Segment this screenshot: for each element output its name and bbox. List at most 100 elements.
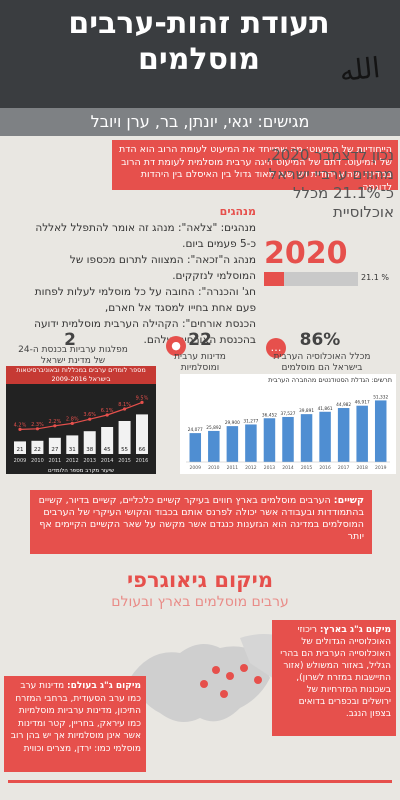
kpi-muslims-value: 86%	[299, 330, 341, 350]
rate-category-label: 2012	[66, 458, 79, 464]
rate-point	[122, 407, 127, 411]
growth-bar-value: 36,452	[262, 412, 277, 418]
difficulties-text: הערבים מוסלמים בארץ חווים בעיקר קשיים כל…	[38, 495, 364, 542]
rate-chart-footer: שיעור מקרב מספר הלומדים	[48, 467, 114, 474]
growth-category-label: 2019	[375, 465, 387, 471]
bottom-divider	[8, 780, 392, 783]
rate-bar-value: 22	[34, 447, 41, 453]
growth-bar	[263, 418, 276, 462]
kpi-parties-value: 2	[64, 330, 76, 350]
kpi-parties-label: מפלגות ערביות בכנסת ה-24 של מדינת ישראל	[18, 345, 128, 366]
students-rate-chart: מספר לומדים ערבים במכללות ובאוניברסיטאות…	[6, 366, 156, 474]
presenters-bar: מגישים: יגאי, יונתן, בר, ערן ויובל	[0, 108, 400, 136]
growth-bar-value: 25,892	[206, 425, 221, 431]
rate-percent-label: 2.8%	[66, 416, 79, 422]
customs-line: מנהגים: "צלאה": מנהג זה אומר להתפלל לאלל…	[35, 222, 256, 234]
rate-category-label: 2014	[101, 458, 114, 464]
uniqueness-box: הייחודיות של המיעוט: מה שמייחד את המיעוט…	[112, 140, 398, 193]
rate-bar	[48, 437, 61, 454]
geo-subtitle: ערבים מוסלמים בארץ ובעולם	[111, 594, 289, 610]
customs-line: חג' והכנרה": החובה על כל מוסלמי לעלות לפ…	[34, 286, 256, 298]
rate-bar	[66, 435, 79, 454]
difficulties-box: קשיים: הערבים מוסלמים בארץ חווים בעיקר ק…	[30, 490, 372, 554]
rate-point	[88, 417, 92, 421]
growth-category-label: 2012	[245, 465, 257, 471]
kpi-countries-label: מדינות ערבית ומוסלמיות	[174, 352, 226, 373]
growth-category-label: 2009	[190, 465, 202, 471]
customs-line: פעם אחת בחייו למסגד אל חארם,	[104, 302, 256, 314]
rate-bar-value: 66	[139, 447, 146, 453]
rate-bar-value: 31	[69, 447, 76, 453]
customs-section: מנהגים מנהגים: "צלאה": מנהג זה אומר להתפ…	[6, 204, 256, 348]
growth-bar-value: 41,861	[318, 406, 333, 412]
rate-point	[18, 427, 22, 431]
rate-point	[140, 400, 144, 404]
location-pin-icon: ●	[166, 336, 186, 356]
customs-line: מנהג ה"זכאה": המצווה לתרום מכספו של	[69, 254, 256, 266]
world-location-keyword: מיקום ג"ג בעולם:	[66, 681, 141, 691]
growth-category-label: 2018	[356, 465, 368, 471]
students-growth-chart: תרשים: הגדלת הסטודנטים מהחברה הערבית 24,…	[180, 374, 396, 474]
rate-line	[19, 401, 143, 430]
customs-line: כ-5 פעמים ביום.	[182, 238, 256, 250]
kpi-muslims-icon-wrap: …	[266, 338, 288, 358]
page-title: תעודת זהות-ערבים מוסלמים	[68, 6, 330, 77]
rate-bar-value: 21	[17, 447, 24, 453]
students-rate-chart-svg: 21 4.2% 2009 22 2.3% 2010 27 2.2% 2011 31 2.8% 2012…	[14, 395, 149, 474]
students-growth-chart-svg: 24,077 2009 25,892 2010 29,900 2011 31,277 2012…	[186, 394, 390, 471]
growth-category-label: 2011	[227, 465, 239, 471]
rate-percent-label: 2.3%	[31, 422, 44, 428]
rate-bar	[136, 414, 148, 454]
population-bar-label: 21.1 %	[361, 273, 389, 282]
rate-category-label: 2013	[83, 458, 96, 464]
rate-bar	[118, 421, 131, 454]
population-year: 2020	[264, 236, 348, 271]
growth-category-label: 2013	[264, 465, 276, 471]
rate-bar-value: 27	[51, 447, 58, 453]
growth-category-label: 2016	[319, 465, 331, 471]
growth-bar-value: 31,277	[243, 418, 258, 424]
rate-bar-value: 45	[104, 447, 111, 453]
growth-category-label: 2014	[282, 465, 294, 471]
allah-calligraphy-logo: الله	[337, 50, 382, 89]
customs-line: הכנסת אורחים": הקהילה הערבית מוסלמית ידו…	[34, 318, 256, 330]
growth-bar	[356, 405, 368, 462]
kpi-countries-value: 22	[188, 330, 212, 350]
growth-bar	[337, 408, 350, 462]
rate-percent-label: 8.1%	[118, 402, 131, 408]
rate-point	[35, 427, 40, 431]
kpi-muslims-label: מכלל האוכלוסיה הערבית בישראל הם מוסלמים	[273, 352, 371, 373]
growth-bar	[226, 426, 239, 462]
world-location-text: מדינות ערב כמו ערב הסעודית, ברחבי המזרח …	[10, 681, 141, 754]
growth-bar	[245, 424, 257, 462]
growth-bar-value: 51,332	[373, 394, 388, 400]
growth-bar-value: 46,917	[355, 400, 370, 406]
rate-percent-label: 9.5%	[136, 395, 149, 401]
growth-bar	[282, 416, 294, 462]
customs-line: המוסלמי לנזקקים.	[172, 270, 256, 282]
world-location-box: מיקום ג"ג בעולם: מדינות ערב כמו ערב הסעו…	[4, 676, 146, 772]
rate-point	[53, 424, 57, 428]
rate-category-label: 2016	[136, 458, 149, 464]
growth-bar	[189, 433, 202, 462]
growth-bar	[208, 430, 220, 462]
rate-bar	[101, 427, 114, 454]
israel-location-keyword: מיקום ג"ג בארץ:	[319, 625, 391, 635]
rate-category-label: 2010	[31, 458, 44, 464]
rate-point	[70, 421, 74, 425]
kpi-countries-icon-wrap: ●	[166, 336, 188, 356]
rate-bar	[83, 431, 96, 454]
growth-bar-value: 44,982	[336, 402, 351, 408]
population-bar	[264, 272, 358, 286]
growth-bar-value: 24,077	[188, 427, 203, 433]
growth-bar-value: 29,900	[225, 420, 240, 426]
rate-category-label: 2015	[118, 458, 131, 464]
growth-category-label: 2017	[338, 465, 350, 471]
geo-title: מיקום גיאוגרפי	[126, 568, 274, 592]
growth-bar-value: 37,527	[280, 411, 295, 417]
students-rate-chart-header: מספר לומדים ערבים במכללות ובאוניברסיטאות…	[6, 366, 156, 384]
rate-percent-label: 4.2%	[14, 422, 27, 428]
israel-location-text: ריכוזי האוכלוסייה הגדולים של האוכלוסייה …	[280, 625, 391, 719]
rate-bar-value: 55	[121, 447, 128, 453]
israel-location-box: מיקום ג"ג בארץ: ריכוזי האוכלוסייה הגדולי…	[272, 620, 396, 736]
